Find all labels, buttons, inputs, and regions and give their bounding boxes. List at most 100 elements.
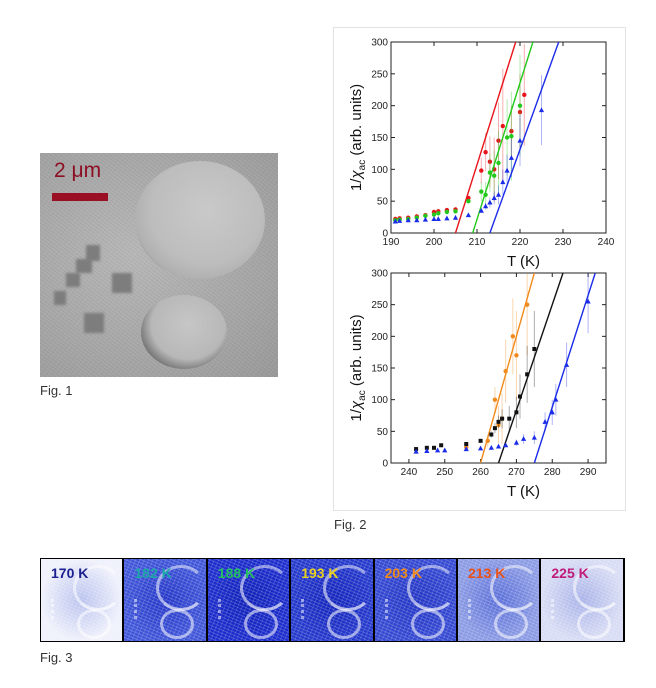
data-point <box>513 439 520 445</box>
small-square <box>76 259 92 273</box>
x-tick-label: 210 <box>469 237 486 248</box>
large-disc <box>135 161 265 279</box>
chart-2: 240 250 260 270 280 290 0 50 100 150 200 250 300 T (K… <box>348 269 607 500</box>
data-point <box>485 438 490 444</box>
data-point <box>496 138 501 143</box>
fit-line <box>497 273 564 463</box>
small-square <box>86 245 100 261</box>
y-tick-label: 0 <box>382 229 388 240</box>
fig3-caption: Fig. 3 <box>40 650 73 665</box>
data-point <box>531 434 537 440</box>
series-3 <box>413 273 596 463</box>
data-point <box>514 353 519 358</box>
y-tick-label: 50 <box>377 197 389 208</box>
data-point <box>479 189 484 194</box>
fig3-panel: 188 K <box>207 559 290 641</box>
fig2-caption: Fig. 2 <box>334 517 367 532</box>
y-tick-label: 0 <box>382 459 388 470</box>
panel-temperature-label: 170 K <box>51 565 89 581</box>
y-tick-label: 50 <box>377 427 389 438</box>
fig3-panel: 170 K <box>41 559 123 641</box>
y-axis-label-prefix: 1/ <box>348 408 365 421</box>
data-point <box>392 218 398 224</box>
data-point <box>538 107 545 113</box>
small-square <box>84 313 104 333</box>
data-point <box>517 109 523 115</box>
squares-contour <box>134 599 153 619</box>
data-point <box>487 199 493 205</box>
small-square <box>66 273 80 287</box>
fig3-panel: 193 K <box>291 559 373 641</box>
data-point <box>431 212 437 217</box>
small-square <box>112 273 132 293</box>
x-tick-label: 250 <box>436 467 453 478</box>
y-tick-label: 150 <box>371 133 388 144</box>
data-point <box>542 419 548 424</box>
data-point <box>509 134 514 139</box>
series-2 <box>393 42 534 233</box>
data-point <box>504 167 510 173</box>
panel-temperature-label: 203 K <box>384 565 422 581</box>
small-disc <box>141 295 227 369</box>
data-point <box>423 213 428 219</box>
y-tick-label: 300 <box>371 269 388 280</box>
y-tick-label: 250 <box>371 69 388 80</box>
data-point <box>517 103 523 108</box>
data-point <box>436 211 441 216</box>
ring-contour <box>410 609 445 639</box>
data-point <box>422 216 428 222</box>
data-point <box>488 445 494 450</box>
data-point <box>444 209 450 215</box>
fig1-caption: Fig. 1 <box>40 383 73 398</box>
data-point <box>432 445 436 450</box>
data-point <box>483 149 488 155</box>
scale-bar-label: 2 μm <box>54 159 102 182</box>
data-point <box>500 416 505 421</box>
data-point <box>532 347 537 351</box>
squares-contour <box>551 599 570 619</box>
data-point <box>518 394 522 399</box>
x-axis-label: T (K) <box>507 483 540 500</box>
panel-temperature-label: 225 K <box>551 565 589 581</box>
x-tick-label: 220 <box>512 237 529 248</box>
fit-line <box>472 42 534 233</box>
ring-contour <box>160 609 195 639</box>
data-point <box>414 217 420 223</box>
x-tick-label: 240 <box>401 467 418 478</box>
ring-contour <box>494 609 528 639</box>
panel-temperature-label: 213 K <box>468 565 506 581</box>
data-point <box>520 436 527 441</box>
data-point <box>496 160 501 166</box>
y-axis-label-rest: (arb. units) <box>348 84 365 160</box>
data-point <box>487 159 493 164</box>
y-tick-label: 200 <box>371 101 388 112</box>
data-point <box>439 443 444 448</box>
data-point <box>487 170 493 175</box>
fit-line <box>533 273 596 463</box>
data-point <box>492 426 497 431</box>
data-point <box>435 216 441 221</box>
data-point <box>517 137 523 143</box>
data-point <box>434 447 441 453</box>
data-point <box>397 218 403 223</box>
data-point <box>492 173 497 178</box>
small-square <box>54 291 66 305</box>
data-point <box>477 445 484 451</box>
data-point <box>496 419 501 424</box>
y-axis-label: 1/χac (arb. units) <box>348 314 368 421</box>
data-point <box>553 396 559 402</box>
scale-bar <box>52 193 108 201</box>
x-tick-label: 230 <box>555 237 572 248</box>
y-tick-label: 100 <box>371 165 388 176</box>
fig2-panel: 190 200 210 220 230 240 0 50 100 150 200 250 300 T (K… <box>333 27 626 511</box>
ring-contour <box>77 609 111 639</box>
data-point <box>524 302 530 307</box>
fig3-panel: 203 K <box>374 559 456 641</box>
y-axis-label-sub: ac <box>357 160 368 171</box>
x-tick-label: 240 <box>598 237 615 248</box>
data-point <box>525 372 530 377</box>
data-point <box>424 445 429 450</box>
data-point <box>466 198 471 204</box>
squares-contour <box>468 599 487 619</box>
data-point <box>466 195 471 201</box>
